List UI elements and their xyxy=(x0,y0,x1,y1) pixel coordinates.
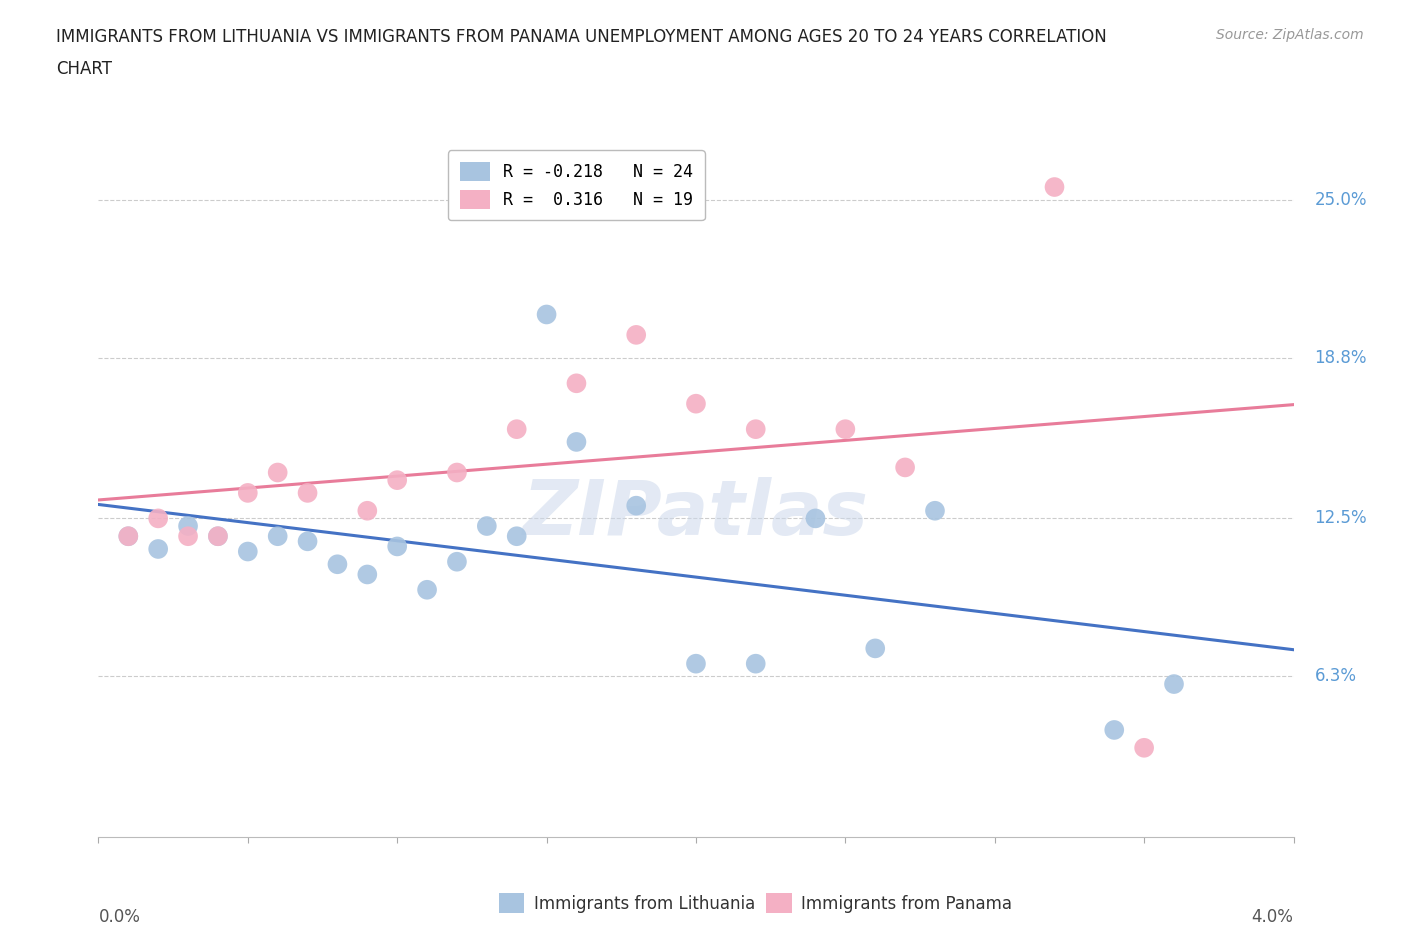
Text: 0.0%: 0.0% xyxy=(98,909,141,926)
Point xyxy=(1133,740,1156,755)
Point xyxy=(236,544,259,559)
Point xyxy=(446,465,468,480)
Point xyxy=(446,554,468,569)
Point xyxy=(506,529,529,544)
Point xyxy=(894,460,917,475)
Text: 25.0%: 25.0% xyxy=(1315,191,1367,208)
Point xyxy=(356,567,378,582)
Point xyxy=(416,582,439,597)
Legend: R = -0.218   N = 24, R =  0.316   N = 19: R = -0.218 N = 24, R = 0.316 N = 19 xyxy=(449,151,704,220)
Text: ZIPatlas: ZIPatlas xyxy=(523,476,869,551)
Text: Source: ZipAtlas.com: Source: ZipAtlas.com xyxy=(1216,28,1364,42)
Point xyxy=(1163,677,1185,692)
Text: CHART: CHART xyxy=(56,60,112,78)
Point xyxy=(1043,179,1066,194)
Point xyxy=(565,434,588,449)
Text: IMMIGRANTS FROM LITHUANIA VS IMMIGRANTS FROM PANAMA UNEMPLOYMENT AMONG AGES 20 T: IMMIGRANTS FROM LITHUANIA VS IMMIGRANTS … xyxy=(56,28,1107,46)
Point xyxy=(685,396,707,411)
Point xyxy=(385,539,409,554)
Text: 4.0%: 4.0% xyxy=(1251,909,1294,926)
Point xyxy=(385,472,409,487)
Text: 18.8%: 18.8% xyxy=(1315,349,1367,366)
Point xyxy=(117,529,139,544)
Point xyxy=(506,421,529,436)
Point xyxy=(207,529,229,544)
Point xyxy=(267,529,290,544)
Point xyxy=(624,498,647,513)
Point xyxy=(834,421,856,436)
Point xyxy=(117,529,139,544)
Text: Immigrants from Lithuania: Immigrants from Lithuania xyxy=(534,895,755,913)
Point xyxy=(177,529,200,544)
Point xyxy=(236,485,259,500)
Text: 6.3%: 6.3% xyxy=(1315,668,1357,685)
Point xyxy=(745,421,768,436)
Point xyxy=(804,511,827,525)
Point xyxy=(475,519,498,534)
Text: Immigrants from Panama: Immigrants from Panama xyxy=(801,895,1012,913)
FancyBboxPatch shape xyxy=(499,893,524,913)
Point xyxy=(536,307,558,322)
Point xyxy=(177,519,200,534)
Point xyxy=(207,529,229,544)
Point xyxy=(326,557,349,572)
Point xyxy=(685,657,707,671)
Point xyxy=(356,503,378,518)
Point xyxy=(565,376,588,391)
Text: 12.5%: 12.5% xyxy=(1315,510,1367,527)
Point xyxy=(148,511,170,525)
Point xyxy=(624,327,647,342)
Point xyxy=(267,465,290,480)
FancyBboxPatch shape xyxy=(766,893,792,913)
Point xyxy=(297,485,319,500)
Point xyxy=(297,534,319,549)
Point xyxy=(924,503,946,518)
Point xyxy=(1102,723,1125,737)
Point xyxy=(148,541,170,556)
Point xyxy=(745,657,768,671)
Point xyxy=(863,641,886,656)
